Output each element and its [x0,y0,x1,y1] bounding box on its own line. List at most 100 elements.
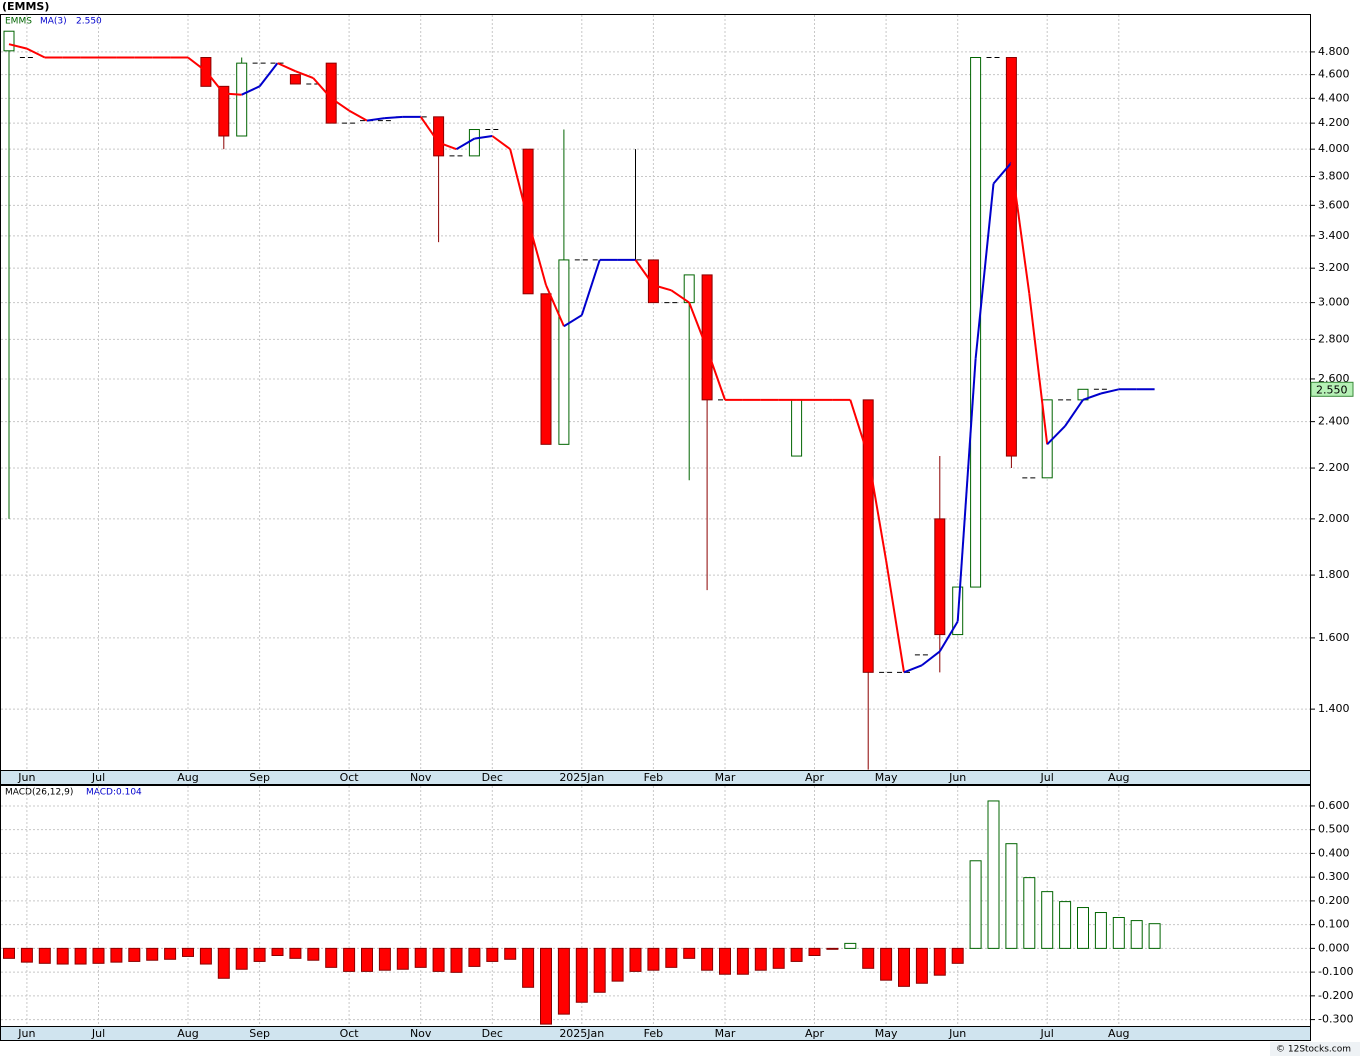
ma-segment [527,220,547,286]
macd-bar [790,947,803,962]
candle-down [862,399,874,673]
y-tick-label: 0.300 [1318,870,1350,883]
macd-bar [647,947,660,971]
ma-segment [706,348,726,401]
ma-segment [938,620,959,652]
candle-down [1005,57,1017,457]
ma-segment [849,399,870,457]
macd-bar [557,947,570,1015]
macd-bar [1112,917,1125,949]
y-tick-label: 2.400 [1318,415,1350,428]
macd-bar [880,947,893,981]
y-tick-label: 4.800 [1318,45,1350,58]
candle-up [236,62,248,137]
y-tick-label: 3.200 [1318,261,1350,274]
ma-segment [653,284,672,292]
macd-bar [432,947,445,972]
ma-segment [348,109,368,122]
candle-up [970,57,982,588]
legend-entry: MACD(26,12,9) [5,788,73,798]
ma-segment [992,162,1013,185]
y-tick-label: 4.200 [1318,116,1350,129]
macd-bar [987,800,1000,949]
macd-bar [343,947,356,972]
ma-segment [474,135,493,140]
macd-bar [271,947,284,956]
ma-segment [258,62,279,87]
ma-segment [8,43,28,50]
ma-segment [1082,392,1102,401]
y-tick-label: -0.200 [1318,989,1353,1002]
x-tick-label: Jul [1040,1027,1054,1040]
macd-bar [378,947,391,971]
price-tag-label: 2.550 [1316,383,1348,396]
ma-segment [688,302,709,350]
y-tick-label: -0.300 [1318,1013,1353,1026]
ma-segment [509,148,530,221]
macd-bar [754,947,767,971]
x-tick-label: Feb [644,771,663,784]
x-tick-label: Oct [340,771,360,784]
ma-segment [455,137,475,151]
macd-bar [933,947,946,976]
ma-segment [384,115,403,120]
ma-segment [1010,162,1031,294]
macd-bar [1059,901,1072,949]
y-tick-label: 2.000 [1318,512,1350,525]
macd-bar [736,947,749,975]
x-tick-label: Sep [249,1027,270,1040]
candle-up [558,259,570,445]
ma-segment [563,314,583,328]
macd-bar [504,947,517,960]
x-tick-label: Jul [91,771,105,784]
x-tick-label: Nov [410,1027,432,1040]
candle-down [540,293,552,445]
legend-value: MACD:0.104 [86,788,142,798]
y-tick-label: 4.000 [1318,142,1350,155]
y-tick-label: 2.600 [1318,372,1350,385]
macd-bar [808,947,821,956]
x-tick-label: Jul [1040,771,1054,784]
footer: © 12Stocks.com [1276,1045,1351,1055]
x-tick-label: 2025Jan [559,771,604,784]
macd-bar [199,947,212,965]
chart-title: (EMMS) [2,0,49,13]
macd-bar [1148,923,1161,949]
x-tick-label: Aug [177,771,198,784]
macd-bar [38,947,51,964]
y-tick-label: 2.200 [1318,461,1350,474]
ma-segment [330,97,350,112]
ma-segment [956,358,977,622]
macd-bar [20,947,33,963]
y-tick-label: 0.000 [1318,941,1350,954]
x-tick-label: 2025Jan [559,1027,604,1040]
ma-segment [545,284,565,327]
date-strip [0,1026,1311,1041]
macd-bar [56,947,69,965]
macd-bar [450,947,463,973]
macd-bar [307,947,320,961]
y-tick-label: 0.100 [1318,918,1350,931]
candle-down [218,85,230,137]
y-tick-label: 3.400 [1318,229,1350,242]
x-tick-label: Aug [177,1027,198,1040]
y-tick-label: 4.400 [1318,91,1350,104]
macd-bar [128,947,141,962]
macd-bar [898,947,910,987]
ma-segment [903,664,923,674]
macd-bar [522,947,535,988]
ma-segment [885,560,905,673]
y-tick-label: 3.000 [1318,296,1350,309]
legend-entry: EMMS [5,17,32,27]
x-tick-label: Jun [17,771,35,784]
ma-segment [438,141,457,151]
y-tick-label: 0.400 [1318,846,1350,859]
macd-bar [611,947,624,982]
candle-up [683,274,695,304]
macd-bar [915,947,928,984]
macd-bar [414,947,427,968]
y-tick-label: 3.800 [1318,170,1350,183]
macd-bar [540,947,552,1025]
candle-up [791,399,803,457]
